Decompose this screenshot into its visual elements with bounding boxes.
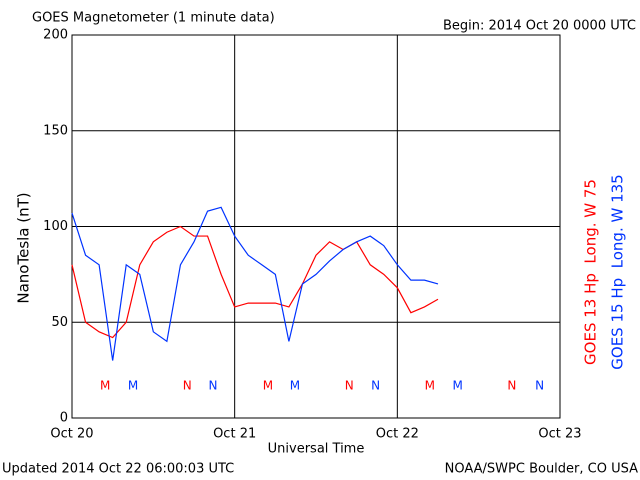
y-tick-label: 200 xyxy=(43,28,68,43)
time-marker: M xyxy=(100,379,110,393)
y-tick-label: 150 xyxy=(43,123,68,138)
legend-label: GOES 13 Hp Long. W 75 xyxy=(582,179,600,365)
x-axis-label: Universal Time xyxy=(268,442,365,457)
begin-time: Begin: 2014 Oct 20 0000 UTC xyxy=(443,19,636,34)
plot-frame xyxy=(71,34,561,419)
y-tick-label: 50 xyxy=(51,315,68,330)
footer-source: NOAA/SWPC Boulder, CO USA xyxy=(445,462,638,477)
footer-updated: Updated 2014 Oct 22 06:00:03 UTC xyxy=(2,462,234,477)
x-tick-label: Oct 20 xyxy=(50,427,93,442)
time-marker: M xyxy=(425,379,435,393)
x-tick-label: Oct 21 xyxy=(213,427,256,442)
y-tick-label: 100 xyxy=(43,219,68,234)
legend-label: GOES 15 Hp Long. W 135 xyxy=(609,174,627,369)
time-marker: M xyxy=(452,379,462,393)
time-marker: N xyxy=(371,379,380,393)
time-marker: M xyxy=(128,379,138,393)
time-marker: M xyxy=(290,379,300,393)
time-marker: M xyxy=(263,379,273,393)
data-line xyxy=(71,206,439,361)
time-marker: N xyxy=(345,379,354,393)
x-tick-label: Oct 23 xyxy=(538,427,581,442)
x-tick-label: Oct 22 xyxy=(376,427,419,442)
y-tick-label: 0 xyxy=(60,411,68,426)
chart-title: GOES Magnetometer (1 minute data) xyxy=(32,11,275,26)
y-axis-label: NanoTesla (nT) xyxy=(15,192,33,303)
time-marker: N xyxy=(183,379,192,393)
time-marker: N xyxy=(208,379,217,393)
time-marker: N xyxy=(507,379,516,393)
time-marker: N xyxy=(535,379,544,393)
data-line xyxy=(71,225,439,339)
